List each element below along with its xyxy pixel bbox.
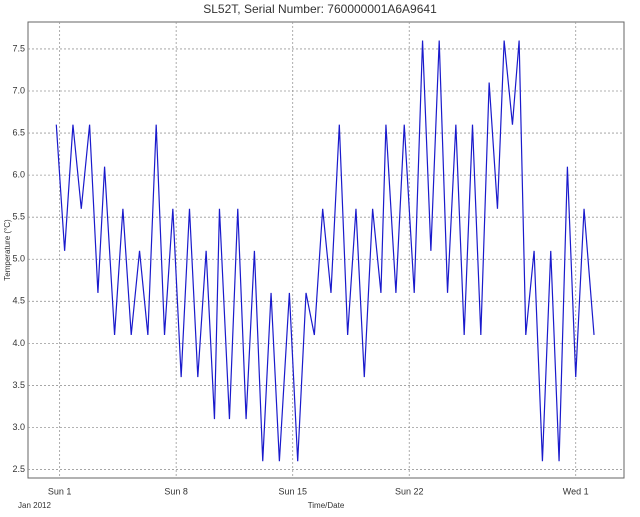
period-label: Jan 2012 <box>18 501 51 510</box>
x-tick-label: Sun 8 <box>164 486 188 496</box>
y-tick-label: 7.0 <box>12 85 25 95</box>
y-tick-label: 5.0 <box>12 254 25 264</box>
y-tick-label: 5.5 <box>12 212 25 222</box>
y-tick-label: 3.5 <box>12 380 25 390</box>
x-tick-label: Sun 15 <box>278 486 307 496</box>
y-tick-label: 6.5 <box>12 127 25 137</box>
y-tick-label: 7.5 <box>12 43 25 53</box>
y-tick-label: 2.5 <box>12 464 25 474</box>
plot-frame <box>27 21 625 479</box>
y-tick-label: 4.5 <box>12 296 25 306</box>
x-axis-label: Time/Date <box>308 501 345 510</box>
y-tick-label: 6.0 <box>12 169 25 179</box>
x-tick-label: Wed 1 <box>563 486 589 496</box>
x-tick-label: Sun 1 <box>48 486 72 496</box>
chart-title: SL52T, Serial Number: 760000001A6A9641 <box>203 2 437 16</box>
y-tick-label: 4.0 <box>12 338 25 348</box>
data-line <box>55 40 595 462</box>
x-tick-label: Sun 22 <box>395 486 424 496</box>
y-axis-label: Temperature (°C) <box>3 219 12 281</box>
y-tick-label: 3.0 <box>12 422 25 432</box>
